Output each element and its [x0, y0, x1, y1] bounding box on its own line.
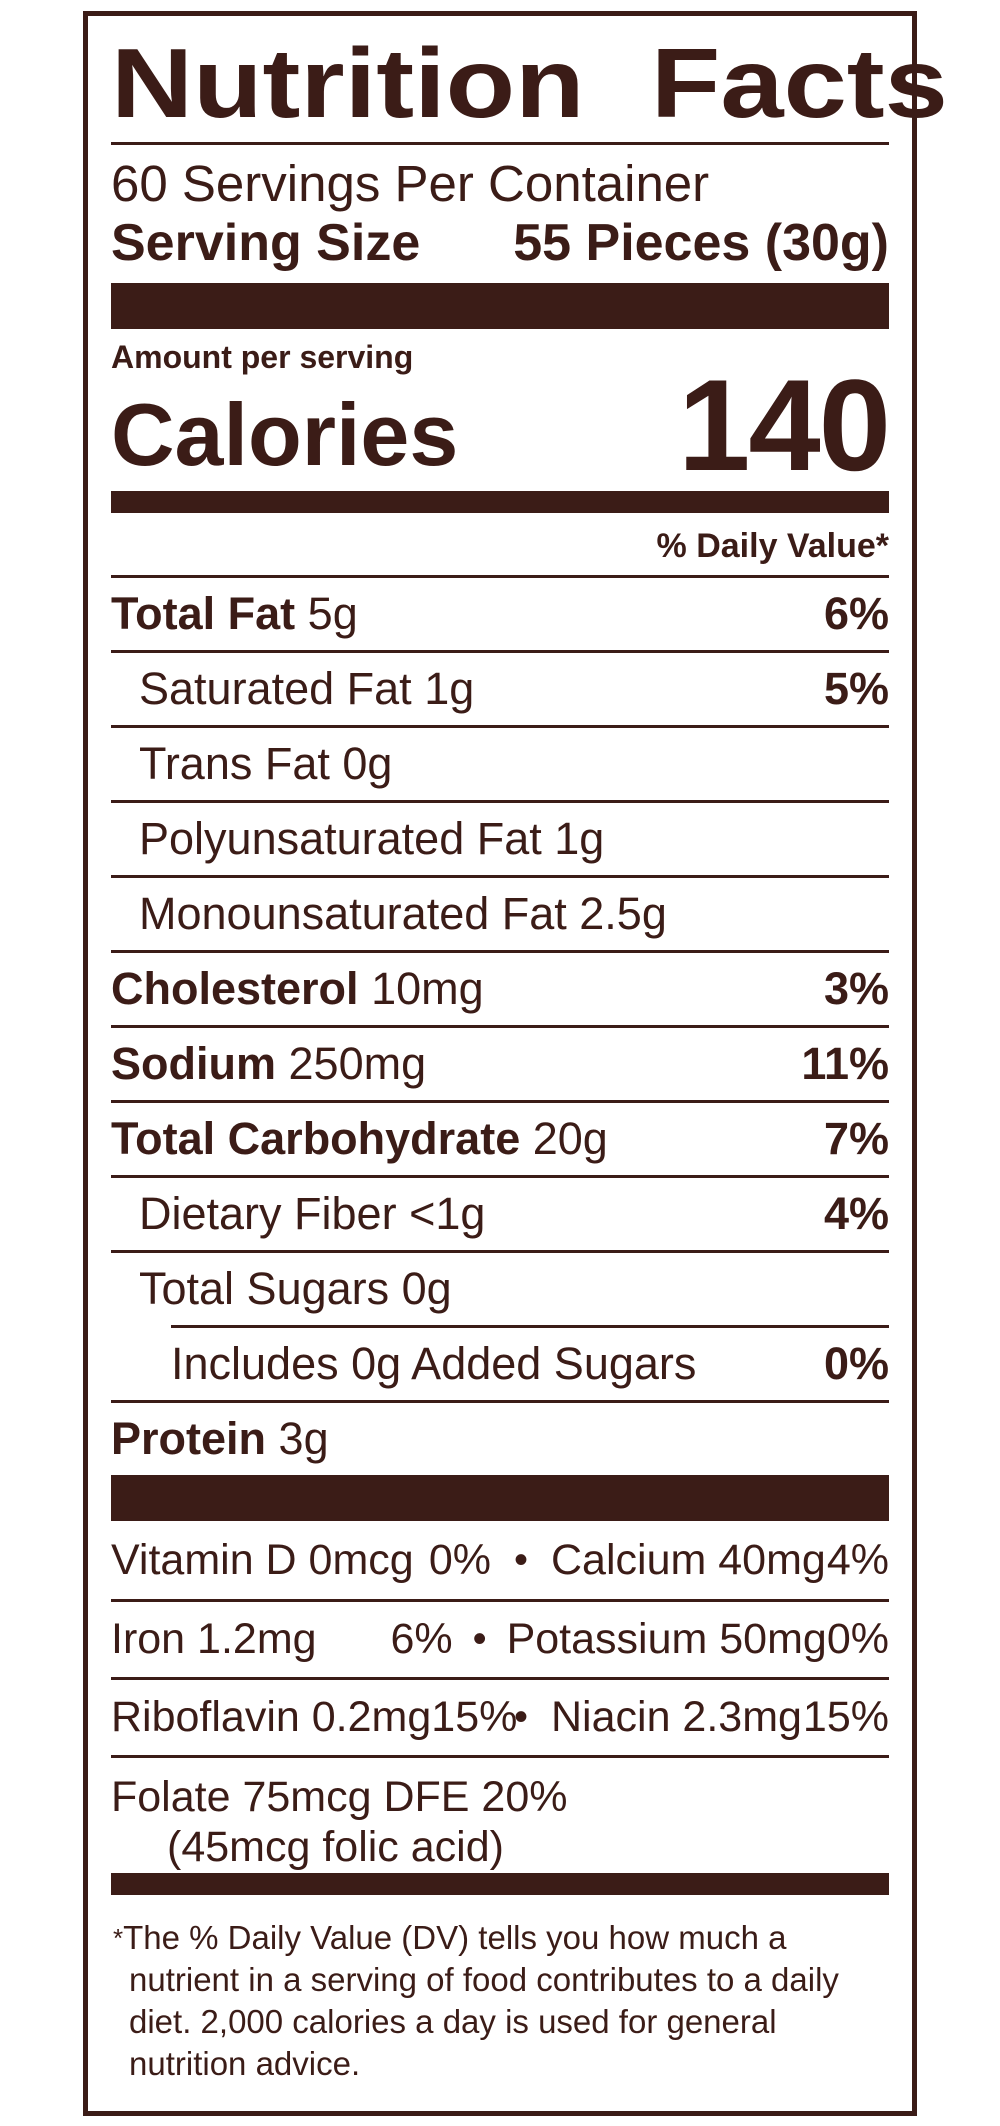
thick-divider: [111, 283, 889, 329]
vitamin-name: Potassium 50mg: [506, 1615, 827, 1663]
nutrient-row-protein: Protein 3g: [111, 1400, 889, 1475]
nutrient-row-cholesterol: Cholesterol 10mg 3%: [111, 950, 889, 1025]
folate-block: Folate 75mcg DFE 20% (45mcg folic acid): [111, 1755, 889, 1873]
nutrient-amount: 1g: [424, 663, 475, 714]
nutrient-row-trans-fat: Trans Fat 0g: [111, 725, 889, 800]
nutrient-row-monounsaturated-fat: Monounsaturated Fat 2.5g: [111, 875, 889, 950]
vitamin-name: Riboflavin 0.2mg: [111, 1693, 432, 1741]
nutrient-name: Cholesterol: [111, 963, 359, 1014]
nutrient-amount: 0g: [342, 738, 393, 789]
bullet-separator: •: [472, 1617, 487, 1661]
nutrient-amount: <1g: [409, 1188, 486, 1239]
footnote-text: The % Daily Value (DV) tells you how muc…: [123, 1919, 839, 2082]
servings-per-container: 60 Servings Per Container: [111, 155, 710, 212]
nutrient-amount: 10mg: [371, 963, 484, 1014]
vitamin-name: Niacin 2.3mg: [551, 1693, 802, 1741]
nutrient-dv: 4%: [823, 1188, 889, 1239]
serving-size-row: Serving Size 55 Pieces (30g): [111, 213, 889, 273]
vitamin-name: Vitamin D 0mcg: [111, 1535, 414, 1584]
nutrient-row-sodium: Sodium 250mg 11%: [111, 1025, 889, 1100]
vitamin-dv: 4%: [826, 1535, 889, 1584]
nutrient-name: Total Sugars: [139, 1263, 390, 1314]
nutrient-name: Dietary Fiber: [139, 1188, 397, 1239]
medium-divider: [111, 1873, 889, 1895]
calories-value: 140: [678, 352, 891, 498]
nutrient-list: Total Fat 5g 6% Saturated Fat 1g 5% Tran…: [111, 575, 889, 1475]
nutrient-name: Polyunsaturated Fat: [139, 813, 542, 864]
nutrient-amount: 5g: [307, 588, 358, 639]
nutrient-dv: 6%: [823, 588, 889, 639]
vitamin-row: Riboflavin 0.2mg 15% • Niacin 2.3mg 15%: [111, 1677, 889, 1755]
nutrient-name: Trans Fat: [139, 738, 330, 789]
nutrition-facts-label: Nutrition Facts 60 Servings Per Containe…: [83, 11, 948, 2116]
nutrient-name: Total Fat: [111, 588, 296, 639]
vitamin-section: Vitamin D 0mcg 0% • Calcium 40mg 4% Iron 1…: [111, 1521, 889, 1873]
nutrient-name: Includes 0g Added Sugars: [171, 1338, 697, 1389]
nutrient-name: Saturated Fat: [139, 663, 412, 714]
nutrient-row-dietary-fiber: Dietary Fiber <1g 4%: [111, 1175, 889, 1250]
serving-size-value: 55 Pieces (30g): [513, 214, 889, 272]
nutrient-dv: 7%: [823, 1113, 889, 1164]
nutrient-name: Protein: [111, 1413, 267, 1464]
nutrient-row-total-fat: Total Fat 5g 6%: [111, 575, 889, 650]
calories-label: Calories: [111, 385, 459, 484]
nutrient-dv: 11%: [801, 1038, 889, 1089]
vitamin-dv: 6%: [390, 1615, 453, 1663]
nutrient-amount: 0g: [401, 1263, 452, 1314]
label-title: Nutrition Facts: [111, 28, 948, 138]
bullet-separator: •: [513, 1537, 528, 1582]
nutrient-name: Total Carbohydrate: [111, 1113, 521, 1164]
nutrient-amount: 2.5g: [579, 888, 667, 939]
nutrient-amount: 1g: [554, 813, 605, 864]
nutrient-row-saturated-fat: Saturated Fat 1g 5%: [111, 650, 889, 725]
bullet-separator: •: [513, 1695, 528, 1739]
vitamin-row: Iron 1.2mg 6% • Potassium 50mg 0%: [111, 1599, 889, 1677]
medium-divider: [111, 491, 889, 513]
nutrient-name: Monounsaturated Fat: [139, 888, 567, 939]
nutrient-amount: 250mg: [288, 1038, 427, 1089]
vitamin-name: Calcium 40mg: [551, 1535, 826, 1584]
vitamin-row: Vitamin D 0mcg 0% • Calcium 40mg 4%: [111, 1521, 889, 1599]
calories-row: Calories 140: [111, 360, 891, 490]
footnote: *The % Daily Value (DV) tells you how mu…: [111, 1917, 889, 2085]
nutrient-row-polyunsaturated-fat: Polyunsaturated Fat 1g: [111, 800, 889, 875]
nutrient-row-total-sugars: Total Sugars 0g: [111, 1250, 889, 1325]
folate-line: Folate 75mcg DFE 20%: [111, 1773, 568, 1821]
nutrient-dv: 5%: [823, 663, 889, 714]
nutrient-dv: 3%: [823, 963, 889, 1014]
nutrient-amount: 20g: [532, 1113, 608, 1164]
label-inner: Nutrition Facts 60 Servings Per Containe…: [111, 16, 948, 2111]
amount-per-serving: Amount per serving: [111, 339, 414, 375]
vitamin-dv: 15%: [431, 1693, 518, 1741]
divider: [111, 142, 889, 145]
thick-divider: [111, 1475, 889, 1521]
nutrient-row-total-carbohydrate: Total Carbohydrate 20g 7%: [111, 1100, 889, 1175]
vitamin-dv: 15%: [802, 1693, 889, 1741]
nutrient-row-added-sugars: Includes 0g Added Sugars 0%: [171, 1325, 889, 1400]
serving-size-label: Serving Size: [111, 214, 421, 272]
vitamin-dv: 0%: [428, 1535, 491, 1584]
vitamin-dv: 0%: [826, 1615, 889, 1663]
vitamin-name: Iron 1.2mg: [111, 1615, 317, 1663]
nutrient-amount: 3g: [278, 1413, 329, 1464]
daily-value-header: % Daily Value*: [656, 527, 889, 565]
folic-acid-line: (45mcg folic acid): [167, 1823, 504, 1871]
nutrient-dv: 0%: [823, 1338, 889, 1389]
footnote-asterisk: *: [113, 1923, 124, 1953]
nutrient-name: Sodium: [111, 1038, 276, 1089]
